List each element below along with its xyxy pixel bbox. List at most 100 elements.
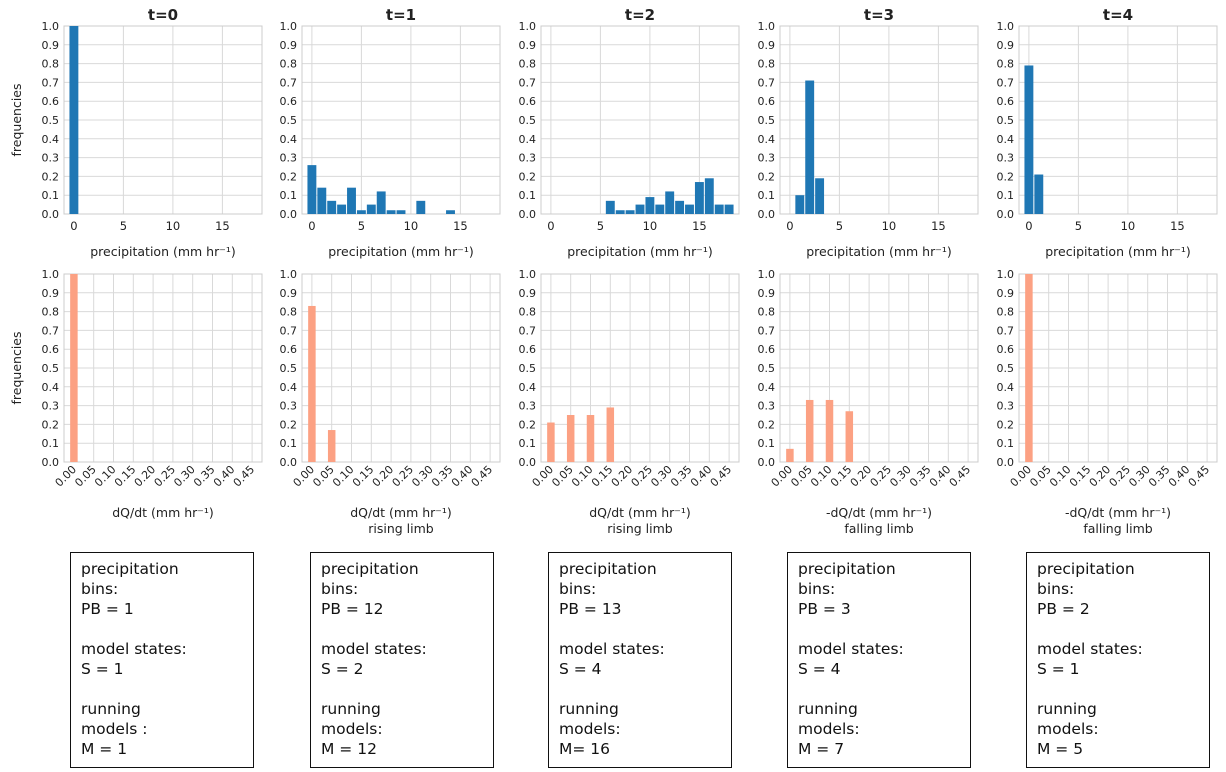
bar	[655, 204, 665, 214]
plot-frame	[1018, 273, 1218, 463]
bar	[376, 191, 386, 214]
y-tick-label: 0.7	[519, 76, 537, 89]
bar	[446, 210, 455, 214]
x-tick-label: 15	[453, 219, 468, 233]
y-tick-label: 0.5	[519, 362, 537, 375]
y-tick-label: 0.8	[519, 306, 537, 319]
y-tick-label: 0.7	[997, 76, 1015, 89]
x-tick-label: 5	[836, 219, 843, 233]
y-tick-label: 0.3	[42, 152, 60, 165]
bar	[795, 195, 805, 214]
bar	[845, 411, 854, 462]
y-tick-label: 0.0	[758, 456, 776, 469]
y-tick-label: 0.5	[280, 362, 298, 375]
y-tick-label: 0.1	[519, 437, 537, 450]
y-tick-label: 0.4	[280, 381, 298, 394]
x-tick-label: 5	[358, 219, 365, 233]
bar	[714, 204, 724, 214]
subplot-dq-t0: 0.00.10.20.30.40.50.60.70.80.91.00.000.0…	[9, 268, 263, 520]
bar	[366, 204, 376, 214]
y-tick-label: 1.0	[280, 20, 298, 33]
bar	[70, 274, 78, 462]
y-tick-label: 0.3	[997, 400, 1015, 413]
x-tick-label: 10	[1121, 219, 1136, 233]
y-tick-label: 0.0	[280, 208, 298, 221]
bar	[586, 415, 595, 462]
bar	[786, 448, 794, 462]
bar	[645, 197, 655, 214]
y-tick-label: 0.3	[519, 400, 537, 413]
y-tick-label: 0.7	[280, 324, 298, 337]
bar	[825, 399, 834, 462]
info-box-t4: precipitation bins: PB = 2 model states:…	[1026, 552, 1210, 768]
bar	[1025, 274, 1033, 462]
y-tick-label: 0.3	[42, 400, 60, 413]
subplot-dq-t4: 0.00.10.20.30.40.50.60.70.80.91.00.000.0…	[997, 268, 1218, 536]
x-tick-label: 15	[692, 219, 707, 233]
y-tick-label: 0.9	[519, 39, 537, 52]
x-tick-label: 0	[308, 219, 315, 233]
y-tick-label: 0.4	[997, 381, 1015, 394]
y-tick-label: 0.6	[758, 343, 776, 356]
subplot-precip-t0: 0.0 0.1 0.2 0.3 0.4 0.5 0.6 0.7 0.8 0.9 1.0 0 5 10 15 t…	[9, 6, 263, 259]
y-tick-label: 1.0	[758, 20, 776, 33]
bar	[805, 80, 815, 215]
y-tick-label: 0.7	[42, 76, 60, 89]
y-tick-label: 0.4	[280, 133, 298, 146]
y-tick-label: 0.7	[758, 324, 776, 337]
x-tick-label: 15	[215, 219, 230, 233]
x-tick-label: 0	[786, 219, 793, 233]
y-tick-label: 0.2	[280, 170, 298, 183]
y-tick-label: 0.1	[280, 437, 298, 450]
info-box-t2: precipitation bins: PB = 13 model states…	[548, 552, 732, 768]
y-tick-label: 0.4	[758, 381, 776, 394]
y-tick-label: 0.1	[42, 437, 60, 450]
y-tick-label: 0.9	[519, 287, 537, 300]
x-tick-label: 10	[882, 219, 897, 233]
x-axis-label: dQ/dt (mm hr⁻¹)	[589, 505, 691, 520]
y-tick-label: 0.4	[758, 133, 776, 146]
y-axis-label: frequencies	[9, 84, 24, 157]
y-tick-label: 0.1	[758, 437, 776, 450]
y-tick-label: 0.2	[997, 170, 1015, 183]
subplot-precip-t2: 0.0 0.1 0.2 0.3 0.4 0.5 0.6 0.7 0.8 0.9 1.0 0 5 10 15 t…	[519, 6, 740, 259]
x-axis-label: precipitation (mm hr⁻¹)	[90, 244, 235, 259]
x-tick-label: 0.45	[947, 463, 974, 490]
bar	[396, 210, 406, 214]
x-tick-label: 0.45	[708, 463, 735, 490]
y-tick-label: 0.2	[997, 418, 1015, 431]
y-tick-label: 0.9	[42, 287, 60, 300]
y-tick-label: 0.8	[758, 306, 776, 319]
y-tick-label: 0.5	[42, 362, 60, 375]
bar	[805, 399, 814, 462]
y-tick-label: 0.2	[280, 418, 298, 431]
y-tick-label: 0.9	[280, 287, 298, 300]
y-tick-label: 0.8	[758, 58, 776, 71]
y-tick-label: 0.6	[280, 343, 298, 356]
y-tick-label: 0.4	[519, 381, 537, 394]
bar	[606, 407, 615, 462]
y-tick-label: 0.1	[758, 189, 776, 202]
y-tick-label: 1.0	[758, 268, 776, 281]
x-axis-label: -dQ/dt (mm hr⁻¹)	[1065, 505, 1171, 520]
subplot-precip-t1: 0.0 0.1 0.2 0.3 0.4 0.5 0.6 0.7 0.8 0.9 1.0 0 5 10 15 t…	[280, 6, 501, 259]
x-axis-sublabel: falling limb	[844, 521, 913, 536]
subplot-precip-t3: 0.0 0.1 0.2 0.3 0.4 0.5 0.6 0.7 0.8 0.9 1.0 0 5 10 15 t…	[758, 6, 979, 259]
y-tick-label: 0.0	[519, 208, 537, 221]
plot-frame	[301, 273, 501, 463]
x-tick-label: 0	[70, 219, 77, 233]
bar	[566, 415, 575, 462]
bar	[356, 210, 366, 214]
y-tick-label: 0.9	[758, 287, 776, 300]
y-tick-label: 0.1	[280, 189, 298, 202]
y-tick-label: 0.1	[997, 189, 1015, 202]
y-tick-label: 0.4	[997, 133, 1015, 146]
y-tick-label: 0.8	[42, 306, 60, 319]
y-tick-label: 0.0	[42, 208, 60, 221]
subplot-dq-t2: 0.00.10.20.30.40.50.60.70.80.91.00.000.0…	[519, 268, 740, 536]
x-tick-label: 0	[547, 219, 554, 233]
x-tick-label: 5	[1075, 219, 1082, 233]
bar	[704, 178, 714, 214]
y-tick-label: 0.3	[758, 400, 776, 413]
y-tick-label: 0.0	[42, 456, 60, 469]
